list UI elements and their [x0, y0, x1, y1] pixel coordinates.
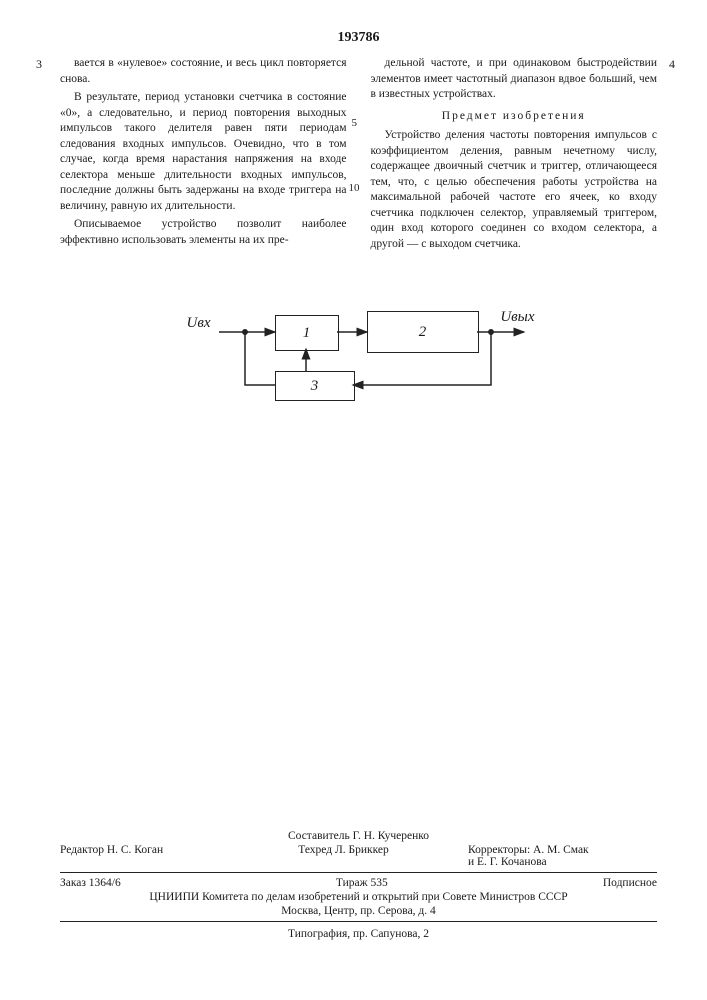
corrector-line: Корректоры: А. М. Смак [468, 844, 589, 856]
compiler: Составитель Г. Н. Кучеренко [60, 830, 657, 842]
patent-number: 193786 [60, 30, 657, 46]
typography: Типография, пр. Сапунова, 2 [60, 928, 657, 940]
line-number: 5 [352, 116, 358, 131]
tirazh: Тираж 535 [336, 877, 388, 889]
editor: Редактор Н. С. Коган [60, 844, 249, 868]
para: Устройство деления частоты повторения им… [371, 128, 658, 252]
column-number-right: 4 [669, 56, 675, 72]
order-no: Заказ 1364/6 [60, 877, 121, 889]
column-number-left: 3 [36, 56, 42, 72]
corrector-line: и Е. Г. Кочанова [468, 856, 547, 868]
diagram-wires [189, 295, 529, 435]
publisher-address: Москва, Центр, пр. Серова, д. 4 [60, 905, 657, 917]
text-columns: 3 вается в «нулевое» состояние, и весь ц… [60, 56, 657, 255]
podpisnoe: Подписное [603, 877, 657, 889]
left-column: 3 вается в «нулевое» состояние, и весь ц… [60, 56, 347, 255]
para: вается в «нулевое» состояние, и весь цик… [60, 56, 347, 87]
claims-heading: Предмет изобретения [371, 109, 658, 125]
correctors: Корректоры: А. М. Смак и Е. Г. Кочанова [438, 844, 657, 868]
para: В результате, период установки счетчика … [60, 90, 347, 214]
divider [60, 872, 657, 873]
footer: Составитель Г. Н. Кучеренко Редактор Н. … [60, 830, 657, 940]
techred: Техред Л. Бриккер [249, 844, 438, 868]
para: Описываемое устройство позволит наиболее… [60, 217, 347, 248]
line-number: 10 [349, 181, 360, 196]
para: дельной частоте, и при одинаковом быстро… [371, 56, 658, 103]
publisher: ЦНИИПИ Комитета по делам изобретений и о… [60, 891, 657, 903]
block-diagram: Uвх Uвых 1 2 3 [189, 295, 529, 435]
right-column: 4 5 10 дельной частоте, и при одинаковом… [371, 56, 658, 255]
divider [60, 921, 657, 922]
